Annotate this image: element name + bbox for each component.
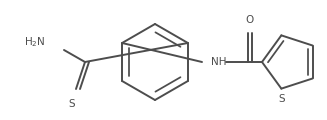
Text: S: S <box>69 99 75 109</box>
Text: NH: NH <box>211 57 227 67</box>
Text: S: S <box>278 94 285 104</box>
Text: H$_2$N: H$_2$N <box>25 35 46 49</box>
Text: O: O <box>246 15 254 25</box>
